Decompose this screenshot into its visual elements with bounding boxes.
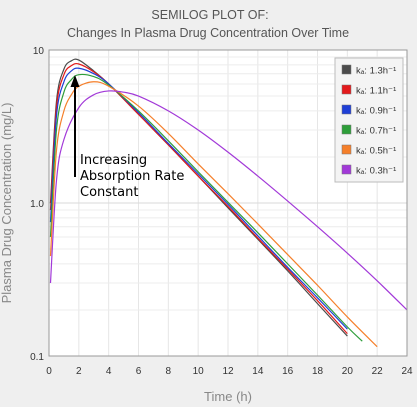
x-tick-label: 12 <box>222 366 234 377</box>
series-line-3 <box>49 73 363 342</box>
x-tick-label: 10 <box>193 366 205 377</box>
annotation-line-3: Constant <box>80 185 138 200</box>
x-tick-label: 0 <box>46 366 52 377</box>
y-tick-label: 10 <box>33 46 45 57</box>
legend-label-1: kₐ: 1.1h⁻¹ <box>356 86 396 97</box>
plot-frame <box>48 49 408 357</box>
series-line-4 <box>49 81 378 348</box>
x-tick-label: 16 <box>282 366 294 377</box>
x-tick-label: 8 <box>166 366 172 377</box>
legend-swatch-0 <box>341 64 352 75</box>
x-tick-label: 18 <box>312 366 324 377</box>
legend-swatch-2 <box>341 104 352 115</box>
x-axis-label: Time (h) <box>204 389 252 404</box>
legend-swatch-1 <box>341 84 352 95</box>
legend-swatch-4 <box>341 144 352 155</box>
chart-title-line-2: Changes In Plasma Drug Concentration Ove… <box>67 26 349 40</box>
y-tick-label: 0.1 <box>30 352 44 363</box>
series-group <box>49 58 407 348</box>
x-tick-label: 6 <box>136 366 142 377</box>
x-tick-label: 20 <box>342 366 354 377</box>
x-tick-label: 24 <box>401 366 413 377</box>
legend-swatch-3 <box>341 124 352 135</box>
x-tick-label: 2 <box>76 366 82 377</box>
legend-label-0: kₐ: 1.3h⁻¹ <box>356 66 396 77</box>
annotation-line-2: Absorption Rate <box>80 169 184 184</box>
legend-label-2: kₐ: 0.9h⁻¹ <box>356 106 396 117</box>
annotation-line-1: Increasing <box>80 153 147 168</box>
y-tick-label: 1.0 <box>30 199 44 210</box>
series-line-5 <box>49 90 407 311</box>
y-axis-label: Plasma Drug Concentration (mg/L) <box>0 103 14 304</box>
annotation-arrow-head <box>70 75 80 87</box>
chart-title-line-1: SEMILOG PLOT OF: <box>151 8 268 22</box>
x-tick-label: 22 <box>372 366 384 377</box>
legend-label-4: kₐ: 0.5h⁻¹ <box>356 146 396 157</box>
x-tick-label: 4 <box>106 366 112 377</box>
legend-label-5: kₐ: 0.3h⁻¹ <box>356 166 396 177</box>
legend-swatch-5 <box>341 164 352 175</box>
annotation: Increasing Absorption Rate Constant <box>70 75 184 200</box>
series-line-2 <box>49 67 348 330</box>
legend: kₐ: 1.3h⁻¹ kₐ: 1.1h⁻¹ kₐ: 0.9h⁻¹ kₐ: 0.7h⁻¹… <box>334 57 404 183</box>
series-line-1 <box>49 62 348 335</box>
legend-box <box>334 57 404 183</box>
x-tick-label: 14 <box>252 366 264 377</box>
legend-label-3: kₐ: 0.7h⁻¹ <box>356 126 396 137</box>
